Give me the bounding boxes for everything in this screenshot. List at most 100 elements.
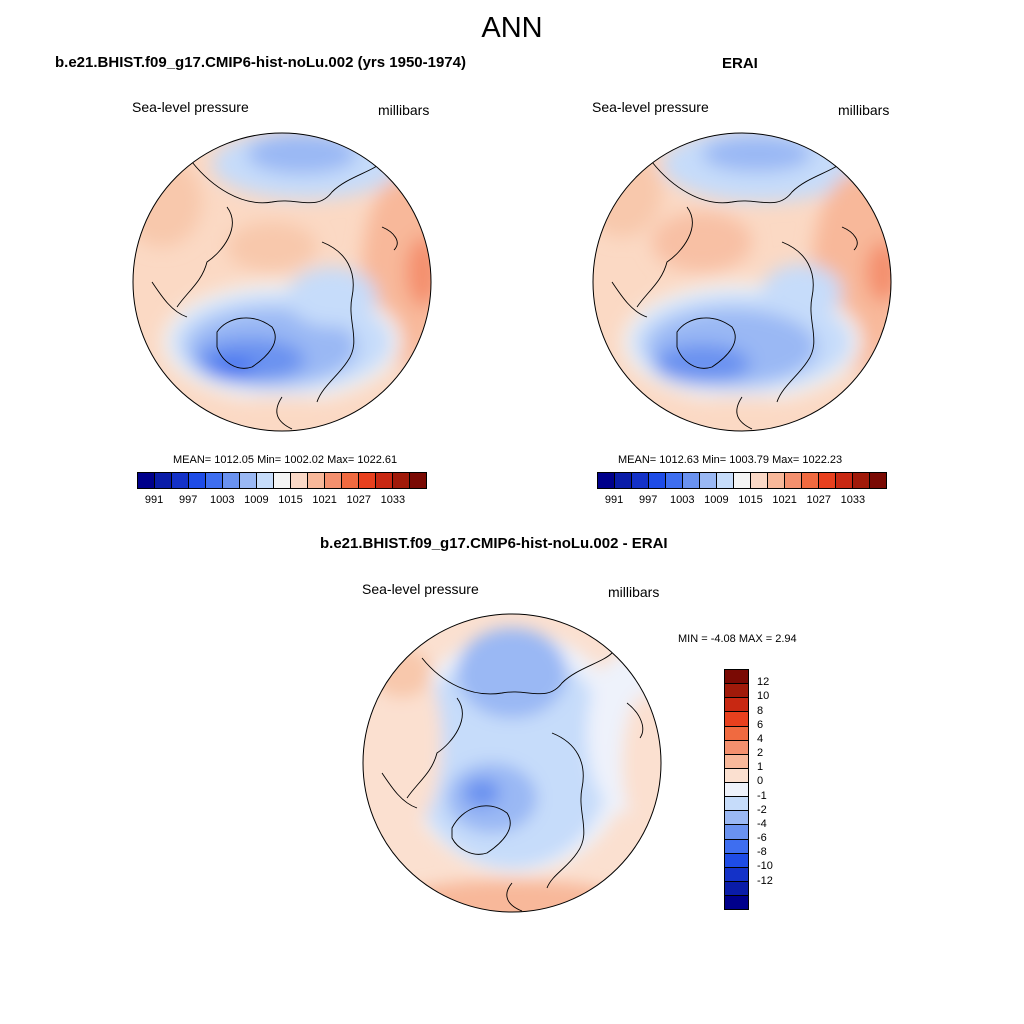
colorbar-tick-label: -1: [757, 789, 767, 802]
colorbar-cell: [725, 768, 748, 783]
model-polar-map: [132, 132, 432, 432]
colorbar-cell: [359, 473, 376, 488]
colorbar-tick-label: 1021: [772, 494, 797, 506]
model-stats: MEAN= 1012.05 Min= 1002.02 Max= 1022.61: [173, 454, 398, 466]
figure-title: ANN: [481, 12, 543, 44]
colorbar-cell: [598, 473, 615, 488]
colorbar-cell: [725, 825, 748, 840]
colorbar-tick-label: 997: [638, 494, 658, 506]
diff-stats: MIN = -4.08 MAX = 2.94: [678, 633, 797, 645]
colorbar-cell: [683, 473, 700, 488]
diff-colorbar: [724, 669, 749, 910]
colorbar-tick-label: 8: [757, 704, 764, 717]
colorbar-tick-label: 0: [757, 775, 764, 788]
colorbar-cell: [725, 896, 748, 910]
obs-units-label: millibars: [838, 102, 890, 118]
colorbar-cell: [725, 811, 748, 826]
colorbar-tick-label: 1003: [670, 494, 695, 506]
colorbar-cell: [725, 726, 748, 741]
colorbar-cell: [700, 473, 717, 488]
colorbar-cell: [725, 754, 748, 769]
colorbar-cell: [802, 473, 819, 488]
colorbar-cell: [717, 473, 734, 488]
colorbar-cell: [725, 684, 748, 699]
colorbar-tick-label: -8: [757, 846, 767, 859]
colorbar-cell: [836, 473, 853, 488]
colorbar-cell: [223, 473, 240, 488]
colorbar-cell: [138, 473, 155, 488]
colorbar-cell: [393, 473, 410, 488]
colorbar-cell: [725, 712, 748, 727]
diff-polar-map: [362, 613, 662, 913]
colorbar-cell: [291, 473, 308, 488]
colorbar-cell: [666, 473, 683, 488]
colorbar-cell: [376, 473, 393, 488]
colorbar-cell: [725, 881, 748, 896]
colorbar-tick-label: 991: [604, 494, 624, 506]
colorbar-cell: [649, 473, 666, 488]
colorbar-cell: [308, 473, 325, 488]
colorbar-tick-label: 1009: [244, 494, 269, 506]
diff-panel-title: b.e21.BHIST.f09_g17.CMIP6-hist-noLu.002 …: [320, 535, 668, 552]
colorbar-cell: [632, 473, 649, 488]
colorbar-cell: [725, 839, 748, 854]
colorbar-cell: [325, 473, 342, 488]
colorbar-cell: [155, 473, 172, 488]
colorbar-tick-label: 12: [757, 676, 770, 689]
obs-panel-title: ERAI: [722, 55, 758, 72]
colorbar-cell: [615, 473, 632, 488]
colorbar-cell: [785, 473, 802, 488]
colorbar-tick-label: 1033: [840, 494, 866, 506]
obs-stats: MEAN= 1012.63 Min= 1003.79 Max= 1022.23: [618, 454, 843, 466]
model-panel-title: b.e21.BHIST.f09_g17.CMIP6-hist-noLu.002 …: [55, 54, 466, 71]
colorbar-tick-label: -4: [757, 817, 767, 830]
colorbar-tick-label: 2: [757, 747, 764, 760]
colorbar-cell: [819, 473, 836, 488]
colorbar-cell: [734, 473, 751, 488]
colorbar-tick-label: 1009: [704, 494, 729, 506]
colorbar-cell: [725, 797, 748, 812]
colorbar-cell: [342, 473, 359, 488]
colorbar-tick-label: 1: [757, 761, 764, 774]
colorbar-cell: [751, 473, 768, 488]
obs-polar-map: [592, 132, 892, 432]
model-units-label: millibars: [378, 102, 430, 118]
colorbar-cell: [410, 473, 426, 488]
colorbar-cell: [189, 473, 206, 488]
colorbar-cell: [725, 740, 748, 755]
colorbar-cell: [853, 473, 870, 488]
colorbar-tick-label: 997: [178, 494, 198, 506]
model-variable-label: Sea-level pressure: [132, 99, 249, 115]
colorbar-cell: [274, 473, 291, 488]
colorbar-cell: [172, 473, 189, 488]
colorbar-tick-label: -12: [757, 874, 773, 887]
diff-variable-label: Sea-level pressure: [362, 581, 479, 597]
colorbar-cell: [725, 853, 748, 868]
colorbar-tick-label: 1027: [346, 494, 371, 506]
colorbar-cell: [870, 473, 886, 488]
colorbar-tick-label: 1021: [312, 494, 337, 506]
model-colorbar: [137, 472, 427, 489]
colorbar-tick-label: -6: [757, 832, 767, 845]
colorbar-tick-label: 6: [757, 718, 764, 731]
colorbar-tick-label: -2: [757, 803, 767, 816]
colorbar-tick-label: 1033: [380, 494, 406, 506]
colorbar-cell: [725, 783, 748, 798]
colorbar-cell: [257, 473, 274, 488]
obs-colorbar: [597, 472, 887, 489]
colorbar-tick-label: 10: [757, 690, 770, 703]
colorbar-cell: [725, 698, 748, 713]
diff-units-label: millibars: [608, 584, 660, 600]
colorbar-cell: [768, 473, 785, 488]
colorbar-tick-label: 1015: [278, 494, 303, 506]
colorbar-tick-label: 1003: [210, 494, 235, 506]
colorbar-cell: [725, 867, 748, 882]
obs-variable-label: Sea-level pressure: [592, 99, 709, 115]
colorbar-tick-label: -10: [757, 860, 773, 873]
colorbar-cell: [725, 670, 748, 685]
colorbar-tick-label: 1015: [738, 494, 763, 506]
colorbar-tick-label: 991: [144, 494, 164, 506]
colorbar-cell: [240, 473, 257, 488]
colorbar-tick-label: 4: [757, 732, 764, 745]
colorbar-cell: [206, 473, 223, 488]
